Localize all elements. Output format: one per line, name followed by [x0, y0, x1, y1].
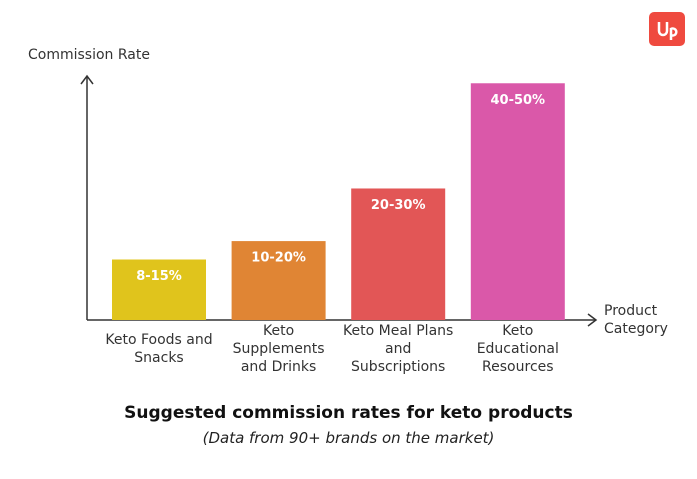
chart-title: Suggested commission rates for keto prod…	[124, 403, 573, 423]
bar	[470, 83, 565, 321]
logo	[649, 12, 685, 46]
x-tick-label: Keto Meal Plans and Subscriptions	[343, 323, 454, 375]
value-label: 10-20%	[251, 251, 306, 266]
bar	[231, 241, 326, 320]
x-tick-label: Keto Foods and Snacks	[105, 332, 213, 366]
y-axis-label: Commission Rate	[28, 47, 150, 63]
x-axis-arrow	[587, 313, 598, 327]
value-label: 40-50%	[490, 93, 545, 108]
bar	[351, 188, 446, 320]
value-label: 20-30%	[371, 198, 426, 213]
x-tick-label: Keto Educational Resources	[476, 323, 559, 375]
bar	[112, 259, 206, 320]
chart-subtitle: (Data from 90+ brands on the market)	[202, 429, 495, 447]
x-axis-label: Product Category	[604, 303, 668, 337]
value-label: 8-15%	[136, 269, 182, 284]
x-tick-label: Keto Supplements and Drinks	[232, 323, 325, 375]
y-axis-arrow	[80, 74, 94, 85]
